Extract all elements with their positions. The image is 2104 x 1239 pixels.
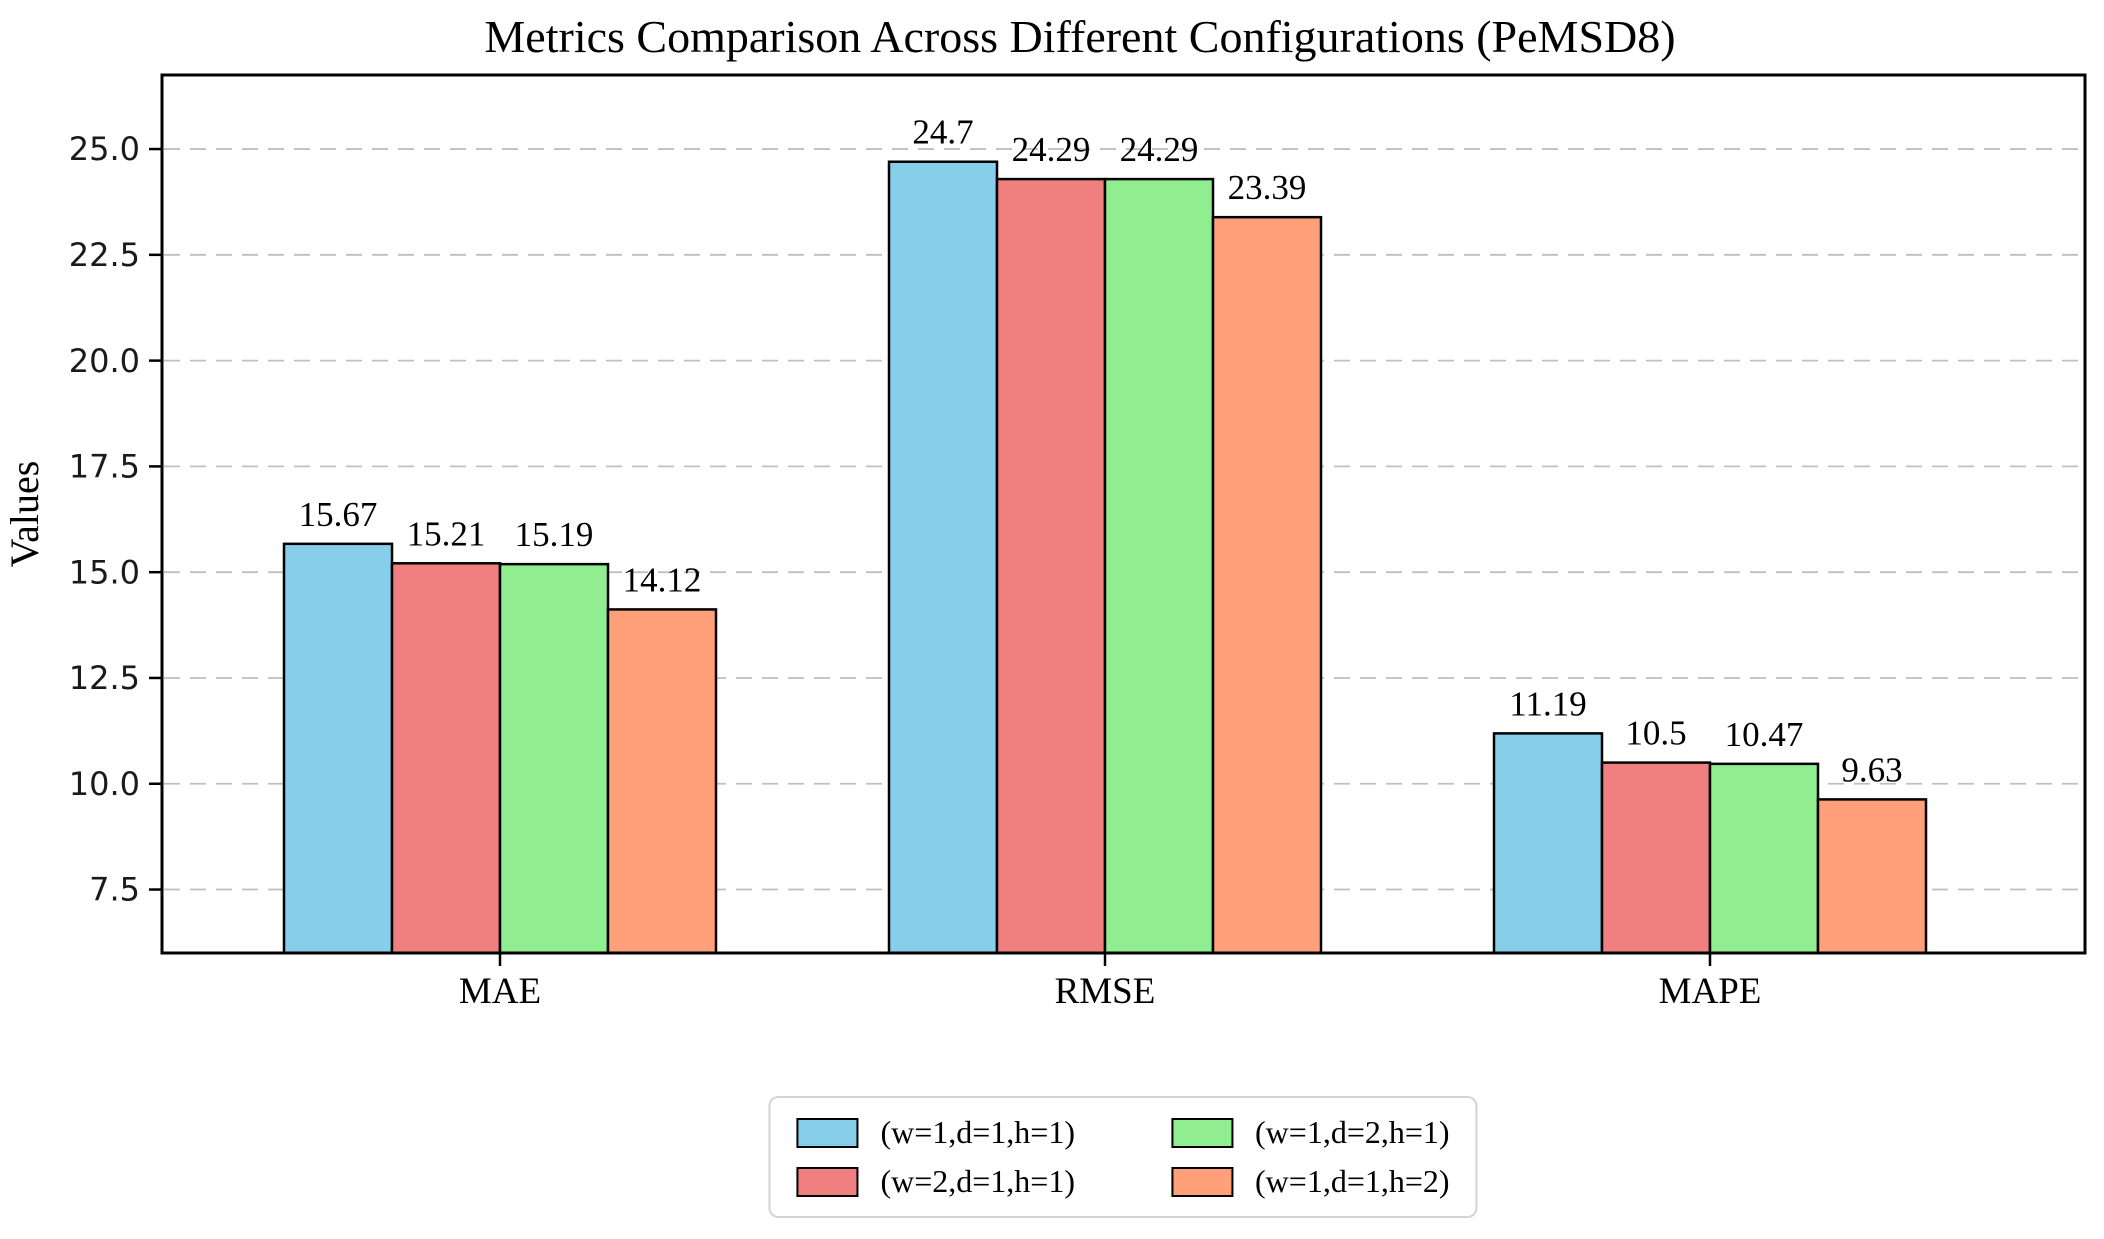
legend: (w=1,d=1,h=1) (w=1,d=2,h=1) (w=2,d=1,h=1) (… [768,1096,1478,1218]
legend-entry: (w=1,d=1,h=1) [796,1114,1075,1151]
bar-value-label: 11.19 [1509,684,1586,723]
bar-value-label: 24.29 [1120,130,1199,169]
bar [1708,762,1820,955]
legend-entry: (w=1,d=2,h=1) [1171,1114,1450,1151]
y-tick-label: 25.0 [69,130,140,168]
y-axis-label: Values [2,461,47,568]
bar-value-label: 15.67 [299,495,378,534]
legend-entry: (w=2,d=1,h=1) [796,1163,1075,1200]
bar [1816,798,1928,955]
bar [1492,732,1604,955]
bar-value-labels: 15.67 15.21 15.19 14.12 24.7 24.29 24.29 23.39 1… [299,113,1903,790]
bar [1103,177,1215,955]
legend-label: (w=1,d=2,h=1) [1255,1114,1450,1150]
bar-value-label: 10.47 [1725,715,1804,754]
legend-label: (w=1,d=1,h=2) [1255,1163,1450,1199]
legend-label: (w=2,d=1,h=1) [880,1163,1075,1199]
legend-swatch [1171,1117,1233,1148]
x-tick-label: MAE [459,971,541,1012]
legend-label: (w=1,d=1,h=1) [880,1114,1075,1150]
legend-swatch [1171,1166,1233,1197]
y-tick-label: 20.0 [69,342,140,380]
bar [282,542,394,955]
y-tick-label: 22.5 [69,236,140,274]
legend-swatch [796,1166,859,1197]
axis-ticks: 7.5 10.0 12.5 15.0 17.5 20.0 22.5 25.0 MAE RMSE MA… [69,130,1762,1012]
plot-border [160,73,2087,955]
bar [887,160,999,955]
chart-title: Metrics Comparison Across Different Conf… [484,11,1675,62]
bar [498,562,610,955]
bar-value-label: 24.7 [912,113,973,152]
legend-entry: (w=1,d=1,h=2) [1171,1163,1450,1200]
x-tick-label: RMSE [1055,971,1156,1012]
bar-value-label: 9.63 [1841,750,1902,789]
bar [606,608,718,955]
bar [390,562,502,955]
y-tick-label: 12.5 [69,659,140,697]
bar [1600,761,1712,955]
bar-value-label: 24.29 [1012,130,1091,169]
y-tick-label: 10.0 [69,765,140,803]
bar-value-label: 15.19 [515,515,594,554]
legend-swatch [796,1117,859,1148]
bar-value-label: 15.21 [407,514,486,553]
y-tick-label: 17.5 [69,448,140,486]
bar-value-label: 14.12 [623,560,702,599]
bar-value-label: 23.39 [1228,168,1307,207]
bar-value-label: 10.5 [1625,714,1686,753]
bar [995,177,1107,955]
y-tick-label: 15.0 [69,553,140,591]
bars [282,160,1928,955]
y-tick-label: 7.5 [89,871,140,909]
x-tick-label: MAPE [1659,971,1762,1012]
bar [1211,215,1323,955]
